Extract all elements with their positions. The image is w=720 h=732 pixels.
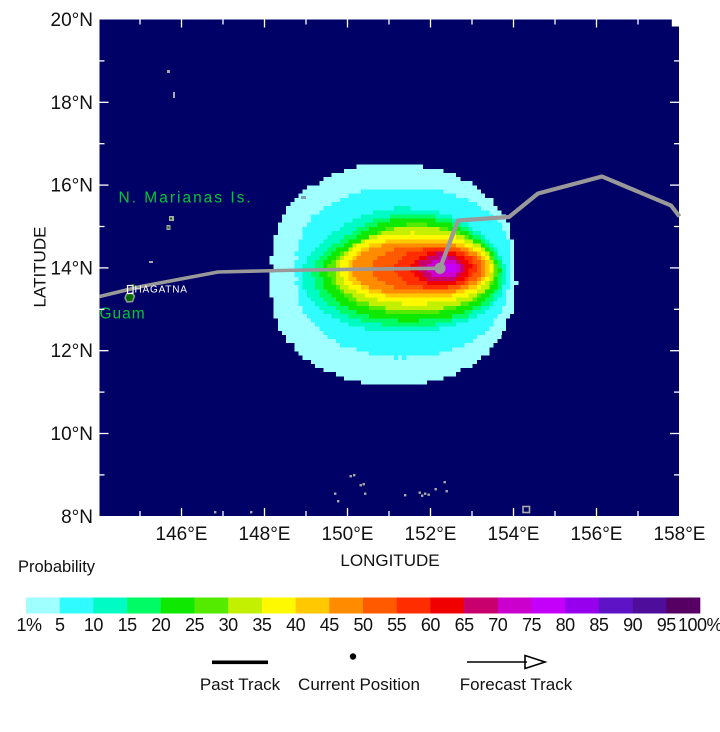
svg-text:Past Track: Past Track xyxy=(200,675,281,694)
svg-text:LATITUDE: LATITUDE xyxy=(31,227,50,308)
svg-text:12°N: 12°N xyxy=(51,341,93,362)
svg-text:35: 35 xyxy=(252,615,272,635)
svg-text:18°N: 18°N xyxy=(51,93,93,114)
svg-text:100%: 100% xyxy=(678,615,720,635)
svg-text:N. Marianas Is.: N. Marianas Is. xyxy=(119,190,253,207)
svg-text:45: 45 xyxy=(320,615,340,635)
svg-text:60: 60 xyxy=(421,615,441,635)
svg-text:Forecast Track: Forecast Track xyxy=(460,675,573,694)
svg-text:Guam: Guam xyxy=(100,306,146,323)
svg-text:154°E: 154°E xyxy=(488,524,540,545)
svg-text:10: 10 xyxy=(84,615,104,635)
svg-text:20°N: 20°N xyxy=(51,10,93,31)
svg-text:HAGATNA: HAGATNA xyxy=(135,285,188,296)
svg-text:Probability: Probability xyxy=(18,558,96,576)
svg-text:148°E: 148°E xyxy=(239,524,291,545)
svg-text:40: 40 xyxy=(286,615,306,635)
svg-text:50: 50 xyxy=(353,615,373,635)
svg-text:10°N: 10°N xyxy=(51,424,93,445)
svg-text:80: 80 xyxy=(556,615,576,635)
svg-text:Current Position: Current Position xyxy=(298,675,420,694)
svg-text:156°E: 156°E xyxy=(571,524,623,545)
svg-text:16°N: 16°N xyxy=(51,176,93,197)
svg-text:55: 55 xyxy=(387,615,407,635)
svg-text:158°E: 158°E xyxy=(654,524,706,545)
svg-text:5: 5 xyxy=(55,615,65,635)
svg-text:25: 25 xyxy=(185,615,205,635)
svg-text:70: 70 xyxy=(488,615,508,635)
svg-text:30: 30 xyxy=(219,615,239,635)
svg-text:150°E: 150°E xyxy=(322,524,374,545)
svg-text:95: 95 xyxy=(657,615,677,635)
svg-text:LONGITUDE: LONGITUDE xyxy=(340,551,439,570)
svg-text:20: 20 xyxy=(151,615,171,635)
svg-text:152°E: 152°E xyxy=(405,524,457,545)
svg-text:90: 90 xyxy=(623,615,643,635)
svg-text:75: 75 xyxy=(522,615,542,635)
svg-text:8°N: 8°N xyxy=(61,507,93,528)
svg-text:15: 15 xyxy=(118,615,138,635)
svg-text:65: 65 xyxy=(455,615,475,635)
svg-text:14°N: 14°N xyxy=(51,258,93,279)
svg-text:1%: 1% xyxy=(16,615,42,635)
svg-text:85: 85 xyxy=(589,615,609,635)
svg-text:146°E: 146°E xyxy=(156,524,208,545)
